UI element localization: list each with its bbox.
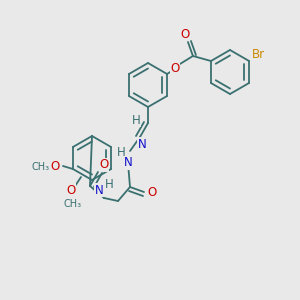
Text: H: H bbox=[105, 178, 113, 191]
Text: O: O bbox=[170, 62, 180, 76]
Text: CH₃: CH₃ bbox=[64, 199, 82, 209]
Text: CH₃: CH₃ bbox=[32, 162, 50, 172]
Text: O: O bbox=[99, 158, 109, 172]
Text: H: H bbox=[117, 146, 125, 160]
Text: N: N bbox=[94, 184, 103, 196]
Text: O: O bbox=[147, 187, 157, 200]
Text: O: O bbox=[66, 184, 76, 196]
Text: O: O bbox=[50, 160, 60, 173]
Text: N: N bbox=[124, 157, 132, 169]
Text: Br: Br bbox=[251, 47, 265, 61]
Text: H: H bbox=[132, 113, 140, 127]
Text: N: N bbox=[138, 137, 146, 151]
Text: O: O bbox=[180, 28, 190, 40]
